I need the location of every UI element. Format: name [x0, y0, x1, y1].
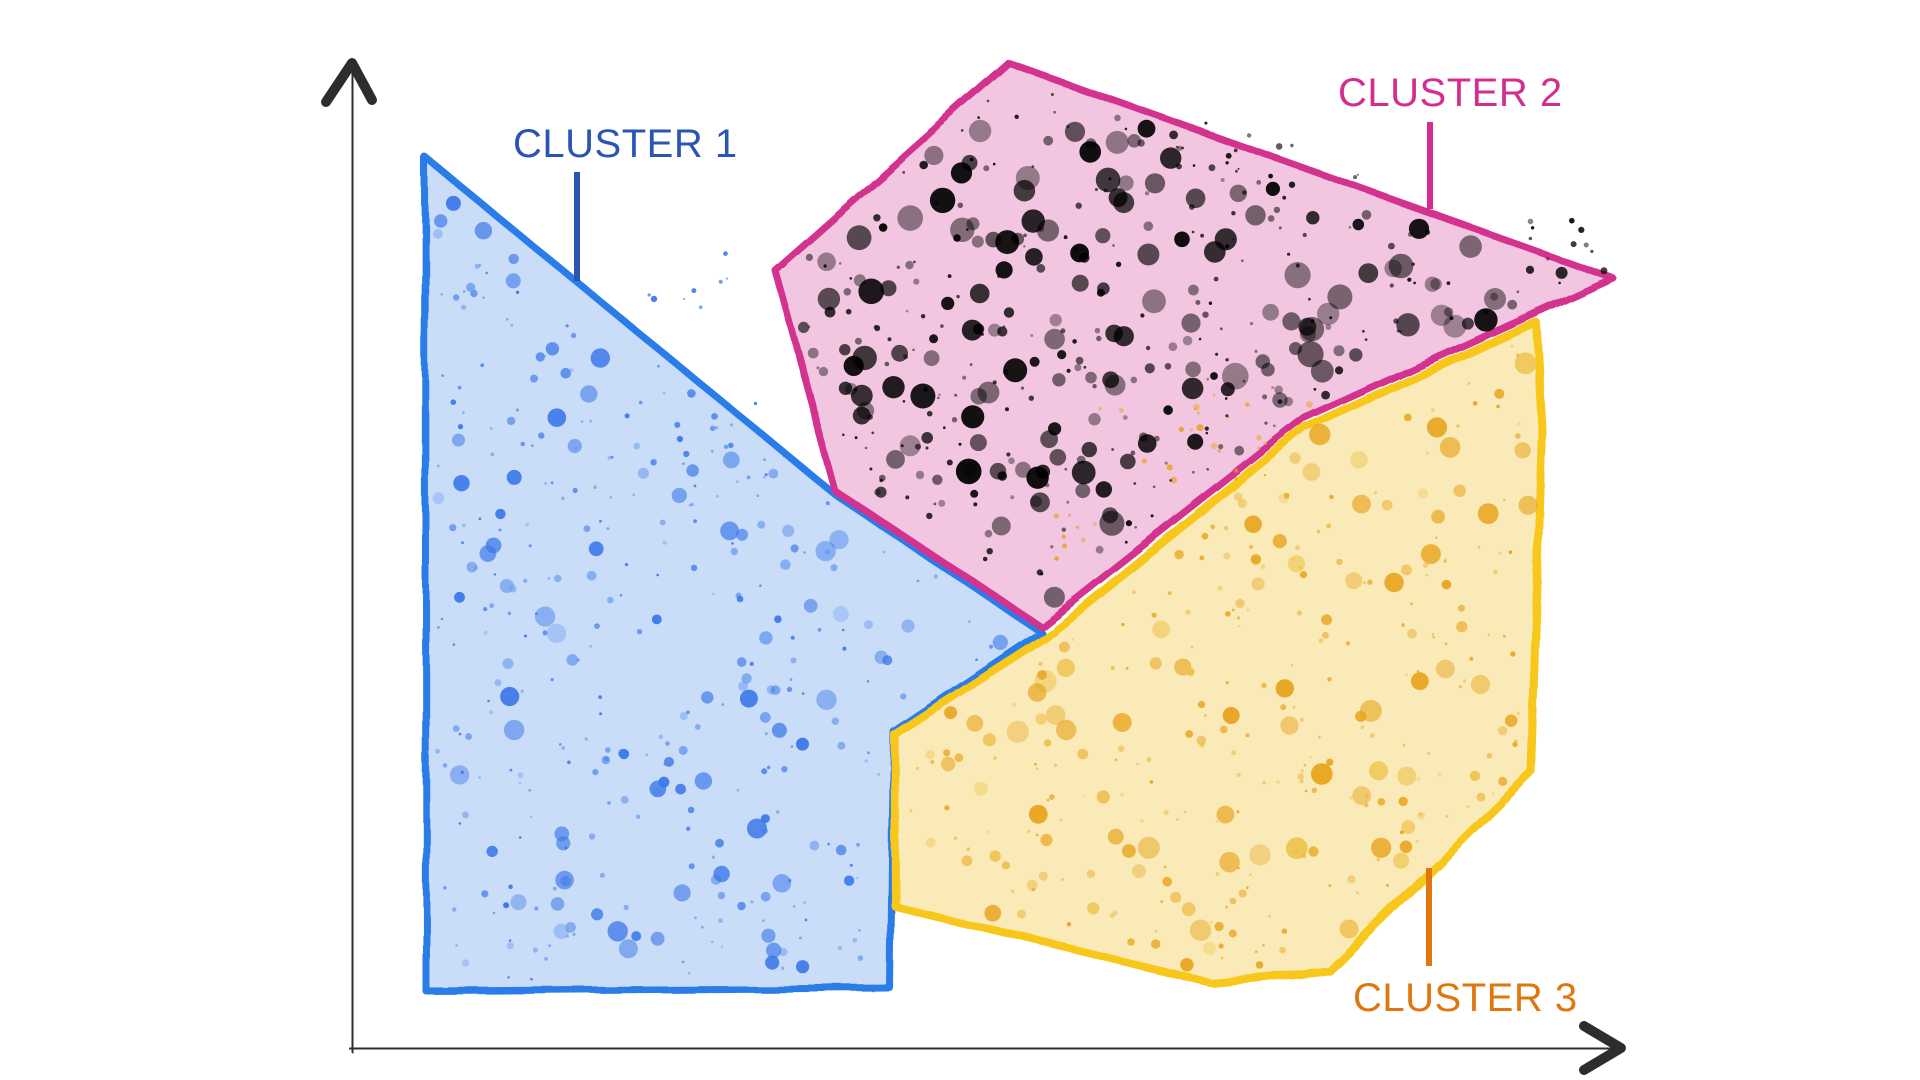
x-axis-arrowhead-icon: [1579, 1021, 1626, 1075]
cluster-3-label: CLUSTER 3: [1353, 976, 1578, 1020]
cluster-1-label: CLUSTER 1: [513, 122, 738, 166]
cluster-2-dots: [798, 93, 1608, 608]
cluster-2-region: [771, 59, 1617, 630]
cluster-regions: [421, 59, 1617, 995]
callout-lines: [574, 122, 1433, 966]
y-axis-arrowhead-icon: [321, 58, 377, 107]
cluster-2-label: CLUSTER 2: [1338, 71, 1563, 115]
cluster-1-dots: [432, 195, 1008, 981]
cluster-3-dots: [909, 344, 1538, 972]
axes: [321, 58, 1626, 1075]
y-axis: [349, 61, 356, 1053]
cluster-dots: [432, 93, 1608, 981]
x-axis: [349, 1045, 1619, 1052]
